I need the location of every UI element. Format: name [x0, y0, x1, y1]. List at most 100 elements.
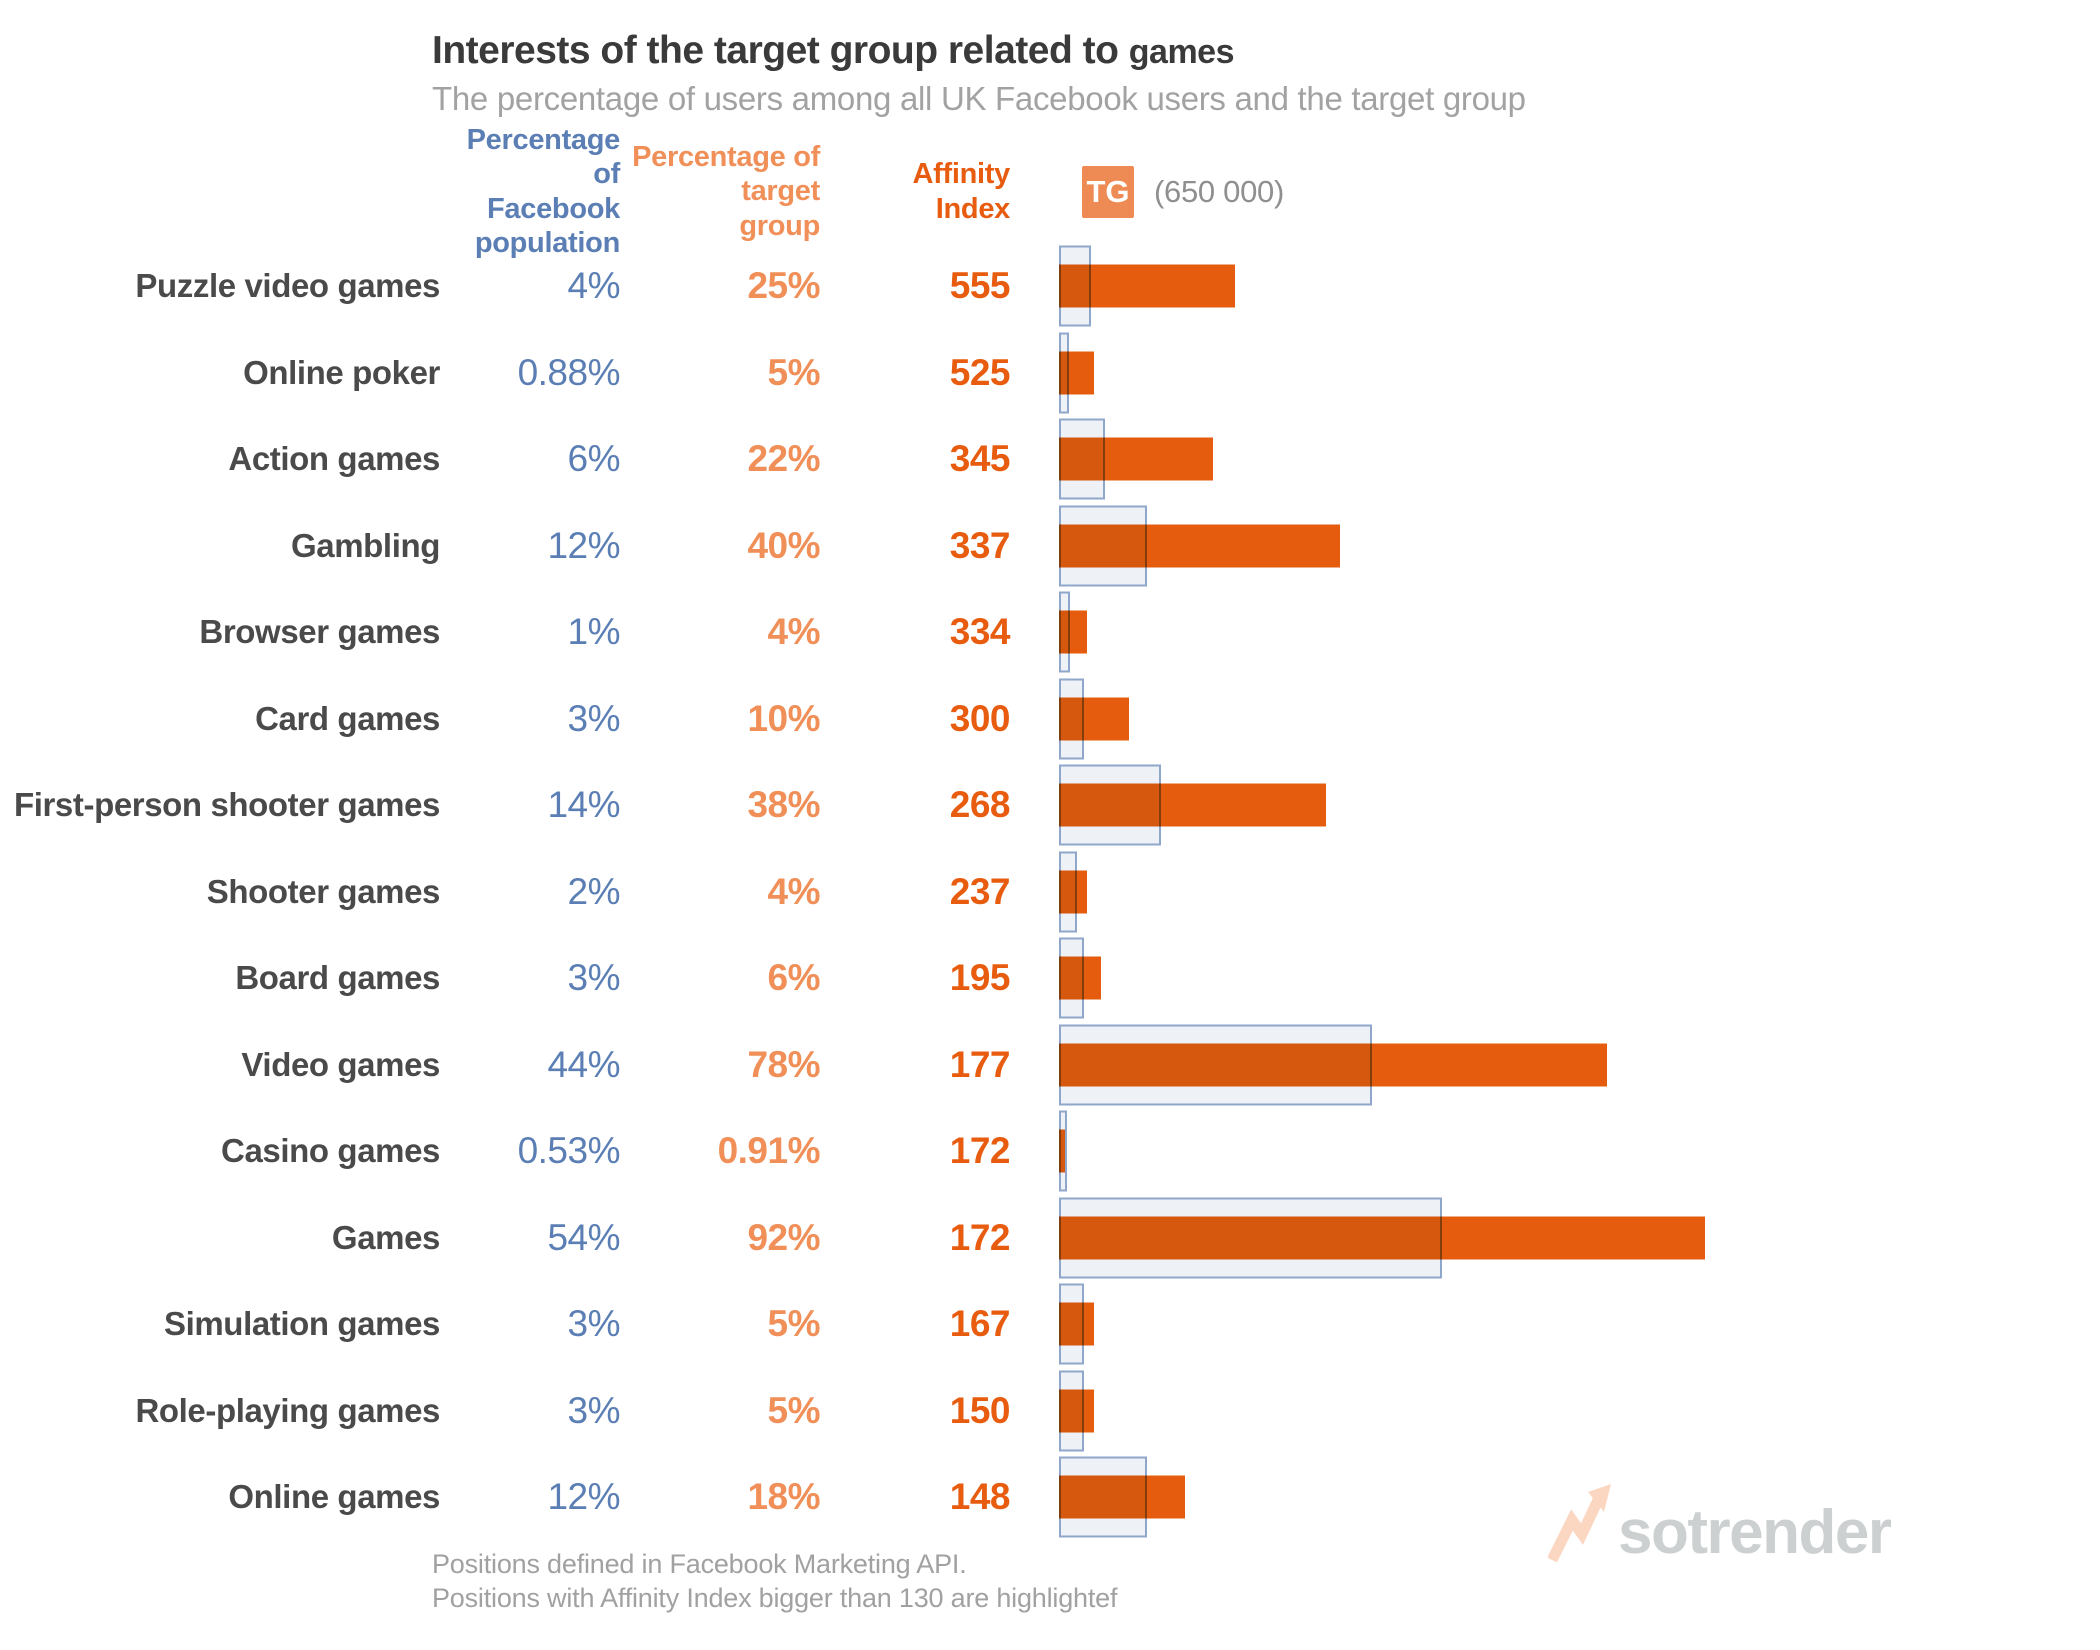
- affinity-index-column-header: Affinity Index: [912, 158, 1011, 225]
- bar-group: [1059, 330, 2100, 417]
- bar-cell: [1010, 1022, 2100, 1109]
- affinity-index-value: 172: [949, 1130, 1011, 1172]
- bar-group: [1059, 1108, 2100, 1195]
- rows: Puzzle video games 4% 25% 555 Online poker 0.…: [0, 243, 2100, 1541]
- fb-percentage-value: 44%: [547, 1043, 620, 1085]
- affinity-index-value: 177: [949, 1043, 1011, 1085]
- table-header-row: Percentage of Facebook population Percen…: [0, 124, 2100, 259]
- tg-group-size: (650 000): [1154, 173, 1285, 209]
- row-label: Role-playing games: [135, 1391, 440, 1429]
- target-group-bar: [1059, 264, 1235, 308]
- tg-percentage-value: 25%: [747, 265, 820, 307]
- bar-group: [1059, 1281, 2100, 1368]
- row-label: Puzzle video games: [135, 267, 440, 305]
- affinity-index-value: 300: [949, 697, 1011, 739]
- tg-percentage-value: 38%: [747, 784, 820, 826]
- title-block: Interests of the target group related to…: [432, 29, 1526, 118]
- affinity-index-value: 150: [949, 1389, 1011, 1431]
- table-row: Video games 44% 78% 177: [0, 1022, 2100, 1109]
- sotrender-wordmark: sotrender: [1618, 1498, 1892, 1567]
- page-title-main: Interests of the target group related to: [432, 29, 1119, 72]
- tg-legend-badge: TG: [1082, 165, 1134, 218]
- table-row: Card games 3% 10% 300: [0, 676, 2100, 763]
- fb-percentage-value: 4%: [567, 265, 621, 307]
- table-row: First-person shooter games 14% 38% 268: [0, 762, 2100, 849]
- table-row: Action games 6% 22% 345: [0, 416, 2100, 503]
- affinity-index-value: 172: [949, 1216, 1011, 1258]
- table-row: Casino games 0.53% 0.91% 172: [0, 1108, 2100, 1195]
- footnote: Positions defined in Facebook Marketing …: [432, 1548, 1117, 1616]
- bar-cell: [1010, 416, 2100, 503]
- table-row: Role-playing games 3% 5% 150: [0, 1368, 2100, 1455]
- row-label: First-person shooter games: [13, 786, 440, 824]
- target-group-bar: [1059, 524, 1340, 568]
- row-label: Shooter games: [206, 872, 441, 910]
- table-row: Games 54% 92% 172: [0, 1195, 2100, 1282]
- bar-group: [1059, 589, 2100, 676]
- row-label: Action games: [228, 440, 440, 478]
- tg-percentage-value: 6%: [767, 957, 821, 999]
- footnote-line1: Positions defined in Facebook Marketing …: [432, 1549, 967, 1579]
- affinity-index-value: 555: [949, 265, 1011, 307]
- affinity-index-value: 334: [949, 611, 1011, 653]
- row-label: Games: [331, 1218, 440, 1256]
- bar-cell: [1010, 762, 2100, 849]
- page-title: Interests of the target group related to…: [432, 29, 1526, 73]
- target-group-bar: [1059, 1389, 1095, 1433]
- row-label: Casino games: [221, 1132, 440, 1170]
- tg-percentage-value: 4%: [767, 611, 821, 653]
- fb-percentage-value: 1%: [567, 611, 621, 653]
- bar-group: [1059, 935, 2100, 1022]
- growth-arrow-icon: [1548, 1484, 1611, 1562]
- fb-percentage-value: 54%: [547, 1216, 620, 1258]
- affinity-index-value: 195: [949, 957, 1011, 999]
- fb-percentage-value: 0.53%: [517, 1130, 621, 1172]
- bar-cell: [1010, 1108, 2100, 1195]
- tg-percentage-value: 18%: [747, 1476, 820, 1518]
- bar-group: [1059, 676, 2100, 763]
- fb-percentage-value: 0.88%: [517, 351, 621, 393]
- bar-cell: [1010, 849, 2100, 936]
- affinity-index-value: 337: [949, 524, 1011, 566]
- target-group-bar: [1059, 1129, 1066, 1173]
- bar-group: [1059, 1195, 2100, 1282]
- affinity-index-value: 268: [949, 784, 1011, 826]
- tg-percentage-value: 5%: [767, 351, 821, 393]
- bar-cell: [1010, 1195, 2100, 1282]
- target-group-bar: [1059, 870, 1088, 914]
- target-group-column-header: Percentage of target group: [632, 141, 820, 242]
- tg-percentage-value: 40%: [747, 524, 820, 566]
- fb-percentage-value: 6%: [567, 438, 621, 480]
- bar-cell: [1010, 676, 2100, 763]
- target-group-bar: [1059, 1475, 1186, 1519]
- row-label: Card games: [255, 699, 440, 737]
- bar-group: [1059, 1368, 2100, 1455]
- tg-percentage-value: 22%: [747, 438, 820, 480]
- target-group-bar: [1059, 1043, 1607, 1087]
- tg-percentage-value: 78%: [747, 1043, 820, 1085]
- tg-percentage-value: 0.91%: [717, 1130, 821, 1172]
- table-row: Online poker 0.88% 5% 525: [0, 330, 2100, 417]
- sotrender-logo: sotrender: [1548, 1474, 1892, 1567]
- bar-cell: [1010, 935, 2100, 1022]
- target-group-bar: [1059, 437, 1214, 481]
- bar-cell: [1010, 1281, 2100, 1368]
- table-row: Board games 3% 6% 195: [0, 935, 2100, 1022]
- bar-cell: [1010, 243, 2100, 330]
- bar-group: [1059, 849, 2100, 936]
- target-group-bar: [1059, 697, 1130, 741]
- affinity-index-value: 345: [949, 438, 1011, 480]
- table-row: Puzzle video games 4% 25% 555: [0, 243, 2100, 330]
- fb-percentage-value: 3%: [567, 957, 621, 999]
- table-row: Shooter games 2% 4% 237: [0, 849, 2100, 936]
- tg-percentage-value: 4%: [767, 870, 821, 912]
- bar-group: [1059, 762, 2100, 849]
- page-title-highlight: games: [1128, 33, 1235, 71]
- bar-cell: [1010, 1368, 2100, 1455]
- affinity-index-value: 237: [949, 870, 1011, 912]
- target-group-bar: [1059, 956, 1102, 1000]
- fb-percentage-value: 2%: [567, 870, 621, 912]
- tg-percentage-value: 10%: [747, 697, 820, 739]
- bar-group: [1059, 503, 2100, 590]
